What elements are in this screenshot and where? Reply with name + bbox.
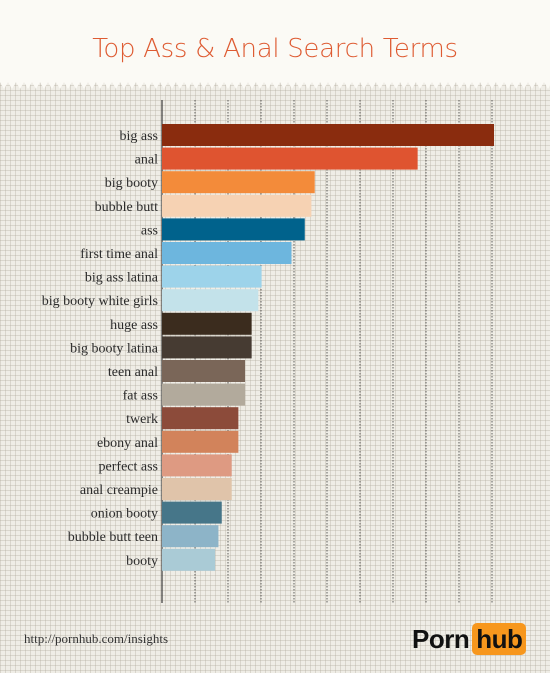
bar: [162, 525, 219, 548]
category-label: ass: [141, 223, 158, 238]
bar: [162, 171, 315, 194]
bar: [162, 383, 245, 406]
logo-text-hub: hub: [472, 623, 527, 655]
category-label: ebony anal: [97, 436, 158, 451]
category-label: big booty white girls: [42, 294, 158, 309]
category-label: onion booty: [91, 507, 158, 522]
category-label: perfect ass: [99, 459, 158, 474]
source-url: http://pornhub.com/insights: [24, 631, 169, 646]
category-label: huge ass: [110, 318, 158, 333]
bar: [162, 430, 239, 453]
bar: [162, 478, 232, 500]
category-label: booty: [126, 554, 158, 569]
bar: [162, 242, 292, 264]
category-label: big ass: [120, 129, 159, 144]
bar: [162, 265, 262, 288]
category-label: twerk: [126, 412, 158, 427]
bar: [162, 336, 252, 359]
pornhub-logo: Porn hub: [412, 622, 527, 656]
bar: [162, 454, 232, 477]
bar: [162, 548, 216, 571]
bar: [162, 147, 418, 170]
category-label: teen anal: [108, 365, 158, 380]
category-label: bubble butt: [95, 200, 158, 215]
category-label: bubble butt teen: [68, 530, 158, 545]
chart-title: Top Ass & Anal Search Terms: [92, 34, 458, 64]
category-label: big booty latina: [70, 341, 159, 356]
bar: [162, 501, 222, 524]
bar: [162, 194, 312, 217]
category-label: anal: [135, 153, 158, 168]
bar: [162, 407, 239, 430]
banner-zigzag-edge: [0, 82, 550, 89]
category-label: anal creampie: [80, 483, 158, 498]
title-banner: [0, 0, 550, 82]
bar: [162, 218, 305, 241]
bar: [162, 289, 259, 312]
bar: [162, 360, 245, 382]
category-label: first time anal: [80, 247, 158, 262]
category-label: big ass latina: [85, 271, 159, 286]
logo-text-porn: Porn: [412, 623, 470, 654]
bar: [162, 312, 252, 335]
category-label: fat ass: [123, 389, 158, 404]
category-label: big booty: [105, 176, 158, 191]
bar: [162, 124, 494, 146]
